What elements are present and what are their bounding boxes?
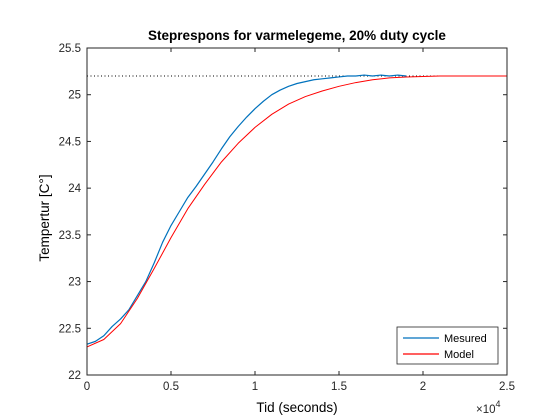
x-axis-title: Tid (seconds) — [256, 400, 337, 415]
x-tick-label: 0.5 — [163, 381, 179, 393]
legend-label-model: Model — [444, 349, 474, 361]
x-axis-ticks: 0 0.5 1 1.5 2 2.5 — [84, 48, 515, 393]
x-tick-label: 2 — [420, 381, 426, 393]
y-tick-label: 24 — [68, 183, 81, 195]
x-tick-label: 0 — [84, 381, 90, 393]
plot-background — [87, 48, 507, 375]
legend: Mesured Model — [396, 326, 499, 365]
y-tick-label: 22 — [68, 370, 81, 382]
plot-area — [86, 47, 508, 376]
series-line-model — [86, 75, 507, 348]
y-tick-label: 24.5 — [59, 136, 81, 148]
axes-frame — [86, 47, 508, 376]
x-tick-label: 2.5 — [499, 381, 515, 393]
chart-title: Steprespons for varmelegeme, 20% duty cy… — [148, 28, 446, 43]
x-tick-label: 1.5 — [331, 381, 347, 393]
legend-box — [396, 326, 499, 365]
y-tick-label: 22.5 — [59, 323, 81, 335]
y-tick-label: 25.5 — [59, 43, 81, 55]
y-tick-label: 25 — [68, 90, 81, 102]
y-tick-label: 23.5 — [59, 230, 81, 242]
series-line-mesured — [86, 74, 407, 345]
x-exponent-base: ×10 — [476, 404, 496, 416]
y-tick-label: 23 — [68, 277, 81, 289]
y-axis-title: Tempertur [C°] — [37, 174, 52, 261]
legend-label-mesured: Mesured — [444, 333, 487, 345]
x-exponent-power: 4 — [496, 399, 501, 409]
x-axis-exponent: ×104 — [476, 399, 501, 416]
x-tick-label: 1 — [252, 381, 258, 393]
y-axis-ticks: 22 22.5 23 23.5 24 24.5 25 25.5 — [59, 43, 507, 382]
